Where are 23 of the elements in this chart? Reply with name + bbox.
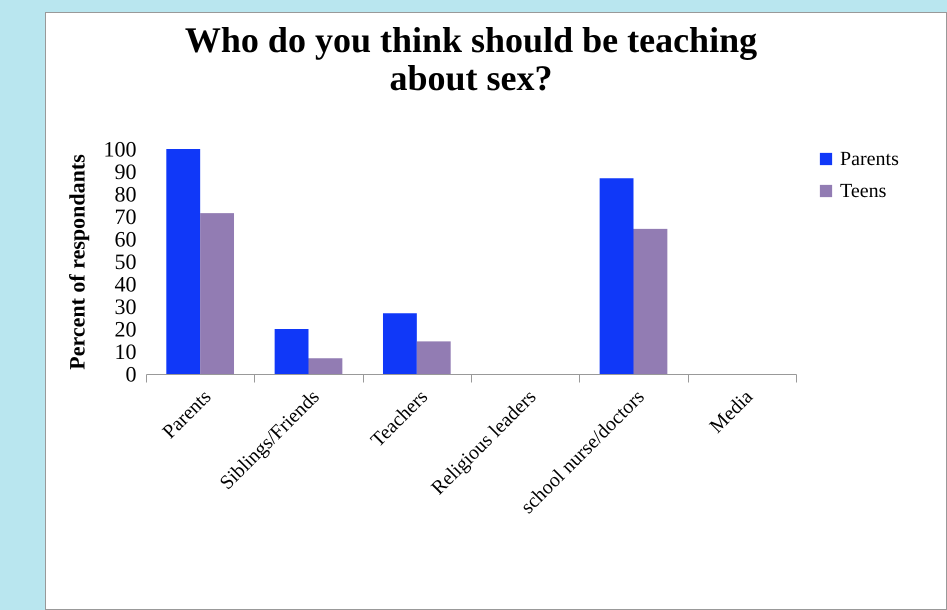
- y-tick-label: 10: [114, 339, 136, 364]
- y-tick-label: 80: [114, 182, 136, 206]
- bar: [600, 178, 634, 374]
- y-axis-title: Percent of respondants: [64, 154, 90, 370]
- bar: [166, 149, 200, 374]
- bar: [274, 329, 308, 374]
- bar: [634, 228, 668, 374]
- y-tick-label: 20: [114, 316, 136, 342]
- y-tick-label: 60: [114, 226, 136, 252]
- y-tick-label: 0: [126, 362, 136, 386]
- bar: [308, 358, 342, 374]
- y-tick-label: 100: [104, 136, 136, 162]
- chart-title: Who do you think should be teaching about sex?: [184, 20, 758, 98]
- legend-label: Teens: [840, 180, 887, 202]
- bar: [200, 213, 234, 374]
- y-tick-label: 50: [114, 249, 136, 274]
- y-tick-label: 70: [114, 204, 136, 229]
- bar: [382, 313, 417, 374]
- y-tick-label: 90: [114, 159, 136, 184]
- y-tick-label: 40: [114, 272, 136, 296]
- y-tick-label: 30: [114, 294, 136, 319]
- legend-label: Parents: [840, 148, 900, 170]
- bar: [416, 341, 451, 374]
